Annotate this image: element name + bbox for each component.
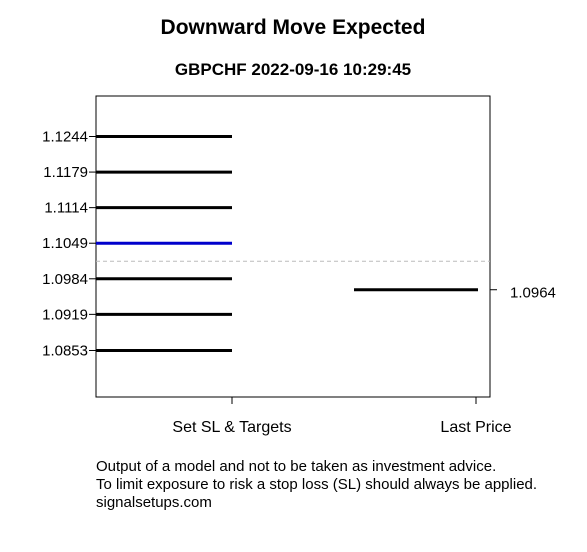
y-tick-label-1: 1.1179 bbox=[43, 164, 88, 181]
chart-title: Downward Move Expected bbox=[161, 16, 426, 39]
source-link[interactable]: signalsetups.com bbox=[96, 494, 212, 511]
chart: Downward Move Expected GBPCHF 2022-09-16… bbox=[42, 16, 556, 436]
x-tick-label-0: Set SL & Targets bbox=[172, 419, 291, 436]
disclaimer: Output of a model and not to be taken as… bbox=[96, 458, 537, 512]
y-tick-label-3: 1.1049 bbox=[42, 235, 88, 252]
y-tick-label-4: 1.0984 bbox=[42, 271, 88, 288]
plot-frame bbox=[95, 95, 491, 398]
x-tick-label-1: Last Price bbox=[440, 419, 511, 436]
chart-subtitle: GBPCHF 2022-09-16 10:29:45 bbox=[175, 60, 411, 79]
y-tick-label-6: 1.0853 bbox=[42, 342, 88, 359]
y-tick-label-5: 1.0919 bbox=[42, 306, 88, 323]
last-price-label: 1.0964 bbox=[510, 285, 556, 302]
y-tick-label-0: 1.1244 bbox=[42, 128, 88, 145]
y-tick-label-2: 1.1114 bbox=[44, 200, 88, 217]
disclaimer-line-1: Output of a model and not to be taken as… bbox=[96, 458, 497, 475]
disclaimer-line-2: To limit exposure to risk a stop loss (S… bbox=[96, 476, 538, 493]
